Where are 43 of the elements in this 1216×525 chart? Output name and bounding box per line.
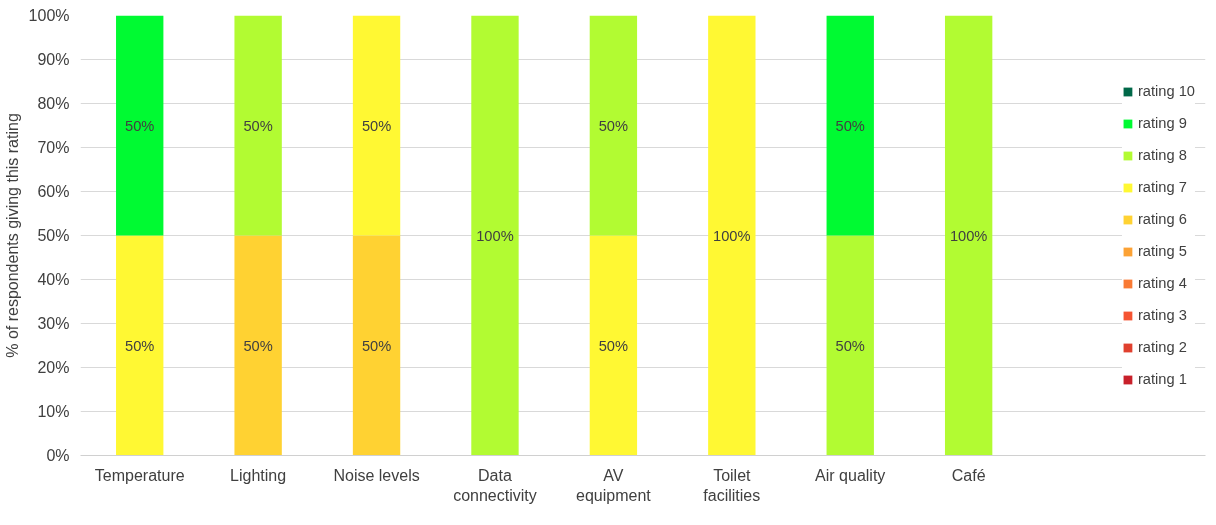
y-tick-label: 10%	[37, 403, 70, 420]
x-tick-label: Toilet facilities	[703, 466, 761, 504]
y-tick-label: 20%	[37, 359, 70, 376]
data-label: 100%	[949, 227, 988, 244]
data-label: 50%	[125, 117, 155, 134]
y-tick-label: 40%	[37, 271, 70, 288]
x-tick-label: Temperature	[94, 466, 185, 484]
legend-label: rating 2	[1137, 339, 1187, 355]
data-label: 50%	[125, 337, 155, 354]
data-label: 50%	[598, 117, 629, 134]
data-label: 50%	[243, 117, 273, 134]
data-label: 50%	[835, 117, 865, 134]
data-label: 100%	[713, 227, 751, 244]
legend-label: rating 3	[1137, 307, 1187, 323]
legend-label: rating 6	[1137, 211, 1187, 227]
legend-label: rating 5	[1137, 243, 1187, 259]
y-axis-title: % of respondents giving this rating	[3, 113, 21, 358]
x-tick-label: Café	[951, 466, 986, 484]
data-label: 50%	[835, 337, 865, 354]
y-tick-label: 50%	[37, 227, 70, 244]
y-tick-label: 90%	[37, 51, 70, 68]
legend-label: rating 10	[1137, 83, 1195, 99]
legend-label: rating 4	[1137, 275, 1187, 291]
data-label: 50%	[361, 117, 392, 134]
data-label: 50%	[598, 337, 629, 354]
legend-label: rating 7	[1137, 179, 1187, 195]
y-tick-label: 0%	[46, 447, 70, 464]
legend-label: rating 1	[1137, 371, 1187, 387]
y-tick-label: 30%	[37, 315, 70, 332]
y-tick-label: 70%	[37, 139, 70, 156]
x-tick-label: Air quality	[815, 466, 886, 484]
x-tick-label: Lighting	[230, 466, 287, 484]
y-tick-label: 100%	[28, 7, 70, 24]
legend-label: rating 9	[1137, 115, 1187, 131]
x-tick-label: Noise levels	[333, 466, 420, 484]
legend-label: rating 8	[1137, 147, 1187, 163]
data-label: 50%	[361, 337, 392, 354]
x-tick-label: Data connectivity	[453, 466, 537, 504]
data-label: 100%	[476, 227, 514, 244]
y-tick-label: 60%	[37, 183, 70, 200]
y-tick-label: 80%	[37, 95, 70, 112]
x-tick-label: AV equipment	[576, 466, 652, 504]
data-label: 50%	[243, 337, 273, 354]
